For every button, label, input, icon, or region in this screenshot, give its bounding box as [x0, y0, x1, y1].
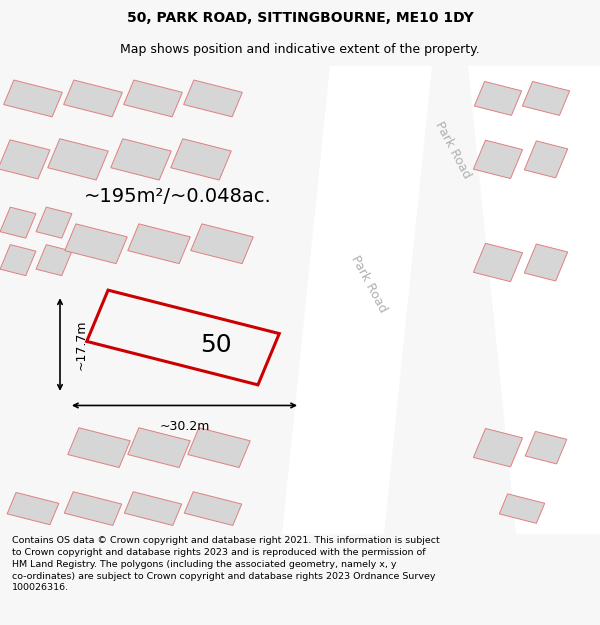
- Polygon shape: [499, 494, 545, 523]
- Polygon shape: [124, 492, 182, 526]
- Polygon shape: [475, 81, 521, 116]
- Polygon shape: [65, 224, 127, 264]
- Text: 50: 50: [200, 332, 232, 356]
- Text: ~17.7m: ~17.7m: [75, 319, 88, 370]
- Polygon shape: [0, 140, 50, 179]
- Polygon shape: [525, 431, 567, 464]
- Text: ~195m²/~0.048ac.: ~195m²/~0.048ac.: [84, 188, 272, 206]
- Polygon shape: [184, 80, 242, 117]
- Polygon shape: [36, 244, 72, 276]
- Polygon shape: [111, 139, 171, 180]
- Polygon shape: [282, 66, 432, 534]
- Polygon shape: [64, 80, 122, 117]
- Polygon shape: [188, 428, 250, 468]
- Polygon shape: [68, 428, 130, 468]
- Polygon shape: [473, 429, 523, 467]
- Polygon shape: [523, 81, 569, 116]
- Polygon shape: [124, 80, 182, 117]
- Polygon shape: [473, 140, 523, 179]
- Polygon shape: [0, 244, 36, 276]
- Polygon shape: [524, 141, 568, 178]
- Text: Map shows position and indicative extent of the property.: Map shows position and indicative extent…: [120, 42, 480, 56]
- Text: Park Road: Park Road: [349, 253, 389, 314]
- Polygon shape: [0, 207, 36, 238]
- Text: Park Road: Park Road: [433, 119, 473, 181]
- Polygon shape: [524, 244, 568, 281]
- Polygon shape: [48, 139, 108, 180]
- Polygon shape: [64, 492, 122, 526]
- Polygon shape: [468, 66, 600, 534]
- Polygon shape: [184, 492, 242, 526]
- Text: Contains OS data © Crown copyright and database right 2021. This information is : Contains OS data © Crown copyright and d…: [12, 536, 440, 592]
- Polygon shape: [128, 224, 190, 264]
- Polygon shape: [7, 492, 59, 525]
- Polygon shape: [128, 428, 190, 468]
- Polygon shape: [473, 243, 523, 282]
- Text: 50, PARK ROAD, SITTINGBOURNE, ME10 1DY: 50, PARK ROAD, SITTINGBOURNE, ME10 1DY: [127, 11, 473, 26]
- Polygon shape: [191, 224, 253, 264]
- Polygon shape: [4, 80, 62, 117]
- Text: ~30.2m: ~30.2m: [160, 420, 209, 433]
- Polygon shape: [36, 207, 72, 238]
- Polygon shape: [171, 139, 231, 180]
